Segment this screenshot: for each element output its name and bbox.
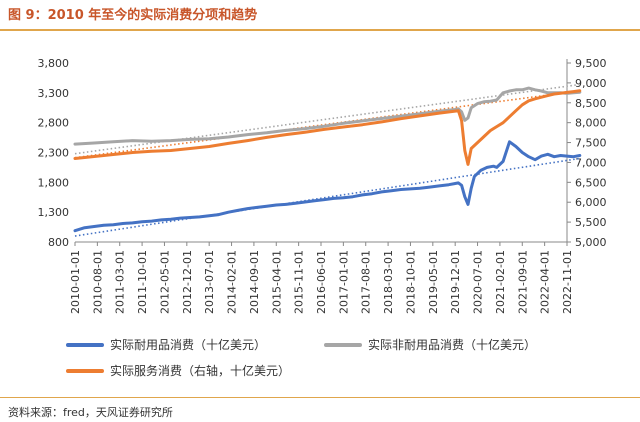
x-axis-tick-label: 2010-01-01 <box>69 250 82 314</box>
series-line <box>73 140 582 233</box>
x-axis-tick-label: 2011-10-01 <box>136 250 149 314</box>
left-axis-tick-label: 1,800 <box>38 176 70 189</box>
x-axis-tick-label: 2019-12-01 <box>449 250 462 314</box>
legend-swatch-durable <box>66 342 104 347</box>
x-axis-tick-label: 2018-10-01 <box>404 250 417 314</box>
source-divider <box>0 397 640 398</box>
trend-line <box>74 157 580 237</box>
x-axis-tick-label: 2012-12-01 <box>181 250 194 314</box>
right-axis-tick-label: 9,500 <box>575 57 607 70</box>
x-axis-tick-label: 2021-02-01 <box>494 250 507 314</box>
left-axis-tick-label: 800 <box>48 236 69 249</box>
line-chart: 800 1,300 1,800 2,300 2,800 3,300 3,800 5,000 5,… <box>38 57 607 314</box>
x-axis-tick-label: 2019-05-01 <box>427 250 440 314</box>
source-note: 资料来源：fred，天风证券研究所 <box>8 406 173 419</box>
legend-label-durable: 实际耐用品消费（十亿美元） <box>110 338 267 352</box>
x-axis-tick-label: 2015-11-01 <box>293 250 306 314</box>
x-axis-tick-label: 2011-03-01 <box>114 250 127 314</box>
legend-label-nondurable: 实际非耐用品消费（十亿美元） <box>368 338 537 352</box>
x-axis-tick-label: 2013-07-01 <box>203 250 216 314</box>
series-line <box>73 86 582 146</box>
x-axis-tick-label: 2014-02-01 <box>226 250 239 314</box>
left-axis-tick-label: 2,800 <box>38 117 70 130</box>
left-axis-tick-label: 3,300 <box>38 87 70 100</box>
right-axis-tick-label: 8,000 <box>575 117 607 130</box>
trend-line <box>74 83 580 155</box>
x-axis-tick-label: 2021-09-01 <box>516 250 529 314</box>
right-axis-tick-label: 5,000 <box>575 236 607 249</box>
title-divider <box>0 29 640 31</box>
right-axis-tick-label: 9,000 <box>575 77 607 90</box>
x-axis-tick-label: 2012-05-01 <box>158 250 171 314</box>
left-axis-tick-label: 3,800 <box>38 57 70 70</box>
right-axis-tick-label: 7,500 <box>575 137 607 150</box>
legend-label-services: 实际服务消费（右轴，十亿美元） <box>110 364 291 378</box>
left-axis-tick-label: 2,300 <box>38 147 70 160</box>
x-axis-tick-label: 2022-04-01 <box>539 250 552 314</box>
x-axis-tick-label: 2022-11-01 <box>561 250 574 314</box>
legend-item-nondurable: 实际非耐用品消费（十亿美元） <box>324 336 536 353</box>
series-line <box>73 89 582 166</box>
x-axis-tick-label: 2018-03-01 <box>382 250 395 314</box>
left-axis-tick-label: 1,300 <box>38 206 70 219</box>
x-axis-tick-label: 2014-09-01 <box>248 250 261 314</box>
x-axis-tick-label: 2016-06-01 <box>315 250 328 314</box>
x-axis-tick-label: 2020-07-01 <box>472 250 485 314</box>
right-axis-tick-label: 8,500 <box>575 97 607 110</box>
right-axis-tick-label: 6,000 <box>575 196 607 209</box>
x-axis-tick-label: 2010-08-01 <box>91 250 104 314</box>
right-axis-tick-label: 7,000 <box>575 156 607 169</box>
x-axis-tick-label: 2015-04-01 <box>270 250 283 314</box>
x-axis-tick-label: 2017-01-01 <box>337 250 350 314</box>
chart-title: 图 9：2010 年至今的实际消费分项和趋势 <box>8 8 258 23</box>
trend-line <box>74 90 580 159</box>
legend-swatch-services <box>66 368 104 373</box>
x-axis-tick-label: 2017-08-01 <box>360 250 373 314</box>
legend-swatch-nondurable <box>324 342 362 347</box>
legend-item-durable: 实际耐用品消费（十亿美元） <box>66 336 266 353</box>
legend-item-services: 实际服务消费（右轴，十亿美元） <box>66 362 290 379</box>
right-axis-tick-label: 5,500 <box>575 216 607 229</box>
right-axis-tick-label: 6,500 <box>575 176 607 189</box>
